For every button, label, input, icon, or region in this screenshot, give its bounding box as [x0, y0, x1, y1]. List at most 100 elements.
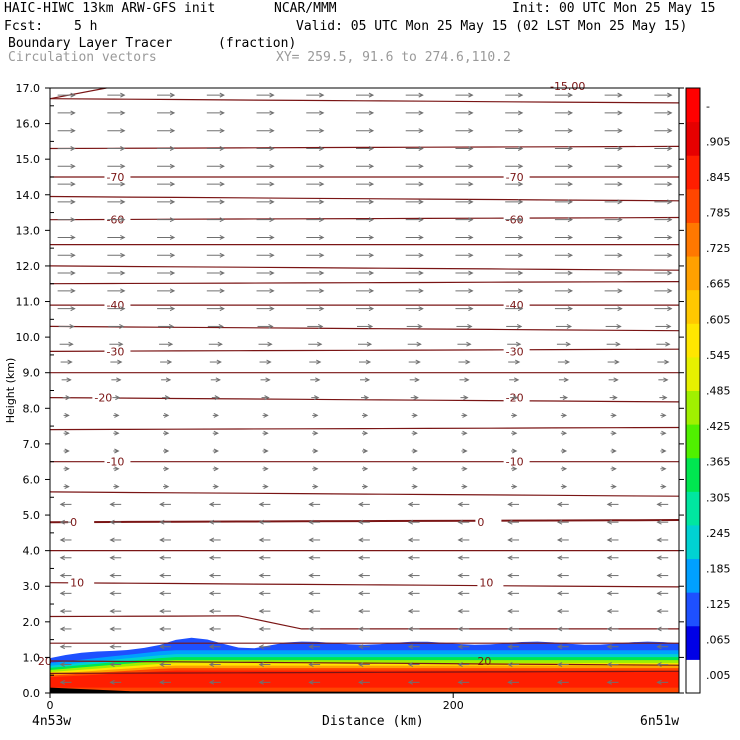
- circulation-vector: [163, 448, 170, 454]
- circulation-vector: [157, 181, 176, 187]
- circulation-vector: [59, 555, 72, 561]
- circulation-vector: [206, 235, 225, 240]
- circulation-vector: [556, 608, 569, 614]
- circulation-vector: [308, 644, 321, 650]
- header-fcst-value: 5 h: [74, 19, 98, 34]
- circulation-vector: [63, 448, 70, 454]
- circulation-vector: [408, 359, 421, 365]
- circulation-vector: [511, 484, 518, 490]
- circulation-vector: [256, 146, 275, 151]
- circulation-vector: [356, 252, 375, 258]
- circulation-vector: [656, 519, 669, 525]
- circulation-vector: [556, 341, 572, 347]
- circulation-vector: [507, 626, 520, 632]
- circulation-vector: [59, 573, 72, 579]
- circulation-vector: [656, 662, 669, 667]
- circulation-vector: [209, 359, 222, 365]
- circulation-vector: [306, 235, 325, 240]
- circulation-vector: [457, 537, 470, 543]
- circulation-vector: [306, 181, 325, 187]
- circulation-vector: [457, 662, 470, 667]
- y-tick-label: 6.0: [23, 473, 41, 486]
- circulation-vector: [356, 110, 375, 116]
- circulation-vector: [208, 501, 221, 507]
- circulation-vector: [358, 608, 370, 614]
- circulation-vector: [59, 679, 72, 685]
- y-axis-label: Height (km): [4, 358, 17, 424]
- circulation-vector: [257, 323, 274, 329]
- circulation-vector: [505, 288, 524, 294]
- circulation-vector: [107, 181, 126, 187]
- circulation-vector: [554, 235, 574, 240]
- colorbar-swatch: [686, 625, 700, 660]
- y-tick-label: 10.0: [16, 331, 41, 344]
- circulation-vector: [258, 573, 271, 579]
- circulation-vector: [411, 484, 418, 490]
- circulation-vector: [455, 270, 474, 276]
- circulation-vector: [656, 501, 669, 507]
- circulation-vector: [607, 359, 620, 365]
- circulation-vector: [406, 323, 423, 329]
- temperature-contour: [49, 281, 680, 285]
- circulation-vector: [159, 341, 174, 347]
- circulation-vector: [455, 199, 474, 205]
- circulation-vector: [206, 110, 225, 116]
- circulation-vector: [606, 644, 619, 650]
- y-tick-label: 4.0: [23, 545, 41, 558]
- circulation-vector: [163, 466, 170, 472]
- circulation-vector: [457, 608, 470, 614]
- circulation-vector: [557, 359, 571, 365]
- circulation-vector: [507, 519, 520, 525]
- circulation-vector: [159, 662, 171, 667]
- circulation-vector: [457, 626, 470, 632]
- temperature-contour: [49, 325, 680, 332]
- colorbar-swatch: [686, 356, 700, 391]
- circulation-vector: [208, 590, 221, 596]
- circulation-vector: [656, 555, 669, 561]
- circulation-vector: [208, 608, 221, 614]
- circulation-vector: [256, 92, 275, 98]
- circulation-vector: [358, 573, 370, 579]
- circulation-vector: [361, 466, 369, 472]
- colorbar-label: .605: [706, 313, 731, 326]
- circulation-vector: [457, 573, 470, 579]
- circulation-vector: [461, 448, 468, 454]
- circulation-vector: [605, 323, 622, 329]
- circulation-vector: [308, 590, 321, 596]
- y-tick-label: 2.0: [23, 616, 41, 629]
- circulation-vector: [306, 163, 325, 169]
- circulation-vector: [57, 146, 76, 151]
- circulation-vector: [610, 430, 617, 436]
- circulation-vector: [356, 146, 375, 151]
- circulation-vector: [606, 555, 619, 561]
- circulation-vector: [107, 199, 126, 205]
- circulation-vector: [560, 448, 568, 454]
- circulation-vector: [107, 92, 126, 98]
- header-org: NCAR/MMM: [274, 1, 337, 16]
- circulation-vector: [659, 395, 668, 401]
- circulation-vector: [57, 217, 76, 223]
- circulation-vector: [660, 484, 667, 490]
- circulation-vector: [455, 181, 474, 187]
- circulation-vector: [162, 395, 171, 401]
- y-tick-label: 11.0: [16, 296, 41, 309]
- circulation-vector: [310, 377, 321, 383]
- circulation-vector: [256, 252, 275, 258]
- circulation-vector: [157, 306, 176, 312]
- circulation-vector: [111, 377, 122, 383]
- circulation-vector: [554, 163, 574, 169]
- circulation-vector: [654, 128, 673, 134]
- circulation-vector: [455, 235, 474, 240]
- circulation-vector: [457, 644, 470, 650]
- colorbar-swatch: [686, 524, 700, 560]
- circulation-vector: [113, 412, 120, 418]
- circulation-vector: [407, 519, 420, 525]
- circulation-vector: [358, 537, 370, 543]
- circulation-vector: [107, 306, 126, 312]
- y-tick-label: 16.0: [16, 118, 41, 131]
- circulation-vector: [59, 662, 72, 667]
- circulation-vector: [206, 288, 225, 294]
- y-tick-label: 17.0: [16, 82, 41, 95]
- circulation-vector: [660, 412, 667, 418]
- circulation-vector: [308, 662, 321, 667]
